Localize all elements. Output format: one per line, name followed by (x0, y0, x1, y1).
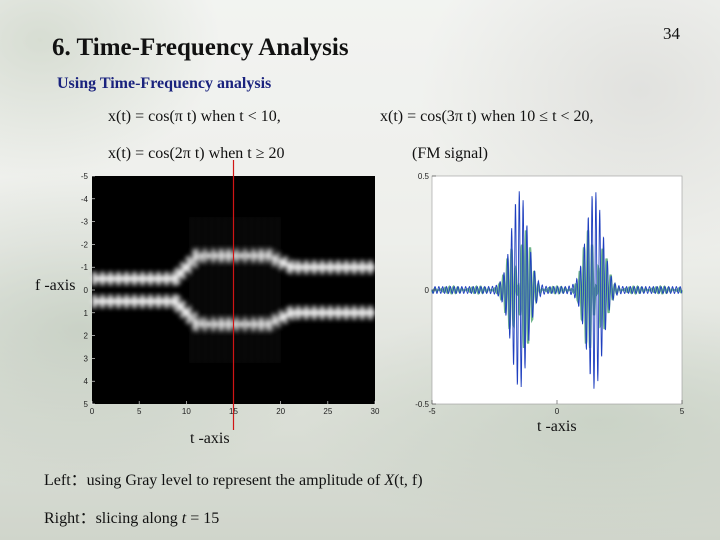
slide-title: 6. Time-Frequency Analysis (52, 34, 349, 61)
stripe (210, 217, 213, 363)
stripe (270, 217, 273, 363)
x-tick-label: 5 (680, 407, 685, 416)
x-tick-label: 0 (555, 407, 560, 416)
stripe (217, 217, 220, 363)
equation-2: x(t) = cos(3π t) when 10 ≤ t < 20, (380, 108, 594, 125)
stripe (237, 217, 240, 363)
y-tick-label: -4 (81, 195, 89, 204)
stripe (250, 217, 253, 363)
stripe (276, 217, 279, 363)
stripe (230, 217, 233, 363)
stripe (257, 217, 260, 363)
caption-left-text: Left：using Gray level to represent the a… (44, 472, 385, 489)
x-tick-label: 20 (276, 407, 285, 416)
x-tick-label: 25 (323, 407, 332, 416)
signal-imag-part (431, 191, 683, 389)
y-tick-label: 5 (84, 400, 89, 409)
caption-right-t: t (181, 510, 187, 527)
slide-subtitle: Using Time-Frequency analysis (57, 75, 272, 92)
caption-left-args: (t, f) (394, 472, 423, 489)
caption-right-text: Right：slicing along (44, 510, 182, 527)
stripe (197, 217, 200, 363)
equation-3: x(t) = cos(2π t) when t ≥ 20 (108, 145, 285, 162)
stripe (204, 217, 207, 363)
stripe (191, 217, 194, 363)
caption-left-X: X (384, 472, 395, 489)
x-tick-label: 15 (229, 407, 238, 416)
stripe (224, 217, 227, 363)
y-tick-label: -3 (81, 218, 89, 227)
x-tick-label: -5 (428, 407, 436, 416)
y-tick-label: -0.5 (415, 400, 429, 409)
y-tick-label: 4 (84, 377, 89, 386)
caption-right: Right：slicing along t = 15 (44, 504, 219, 528)
x-tick-label: 30 (371, 407, 380, 416)
equation-1: x(t) = cos(π t) when t < 10, (108, 108, 281, 125)
x-tick-label: 0 (90, 407, 95, 416)
x-tick-label: 5 (137, 407, 142, 416)
f-axis-label: f -axis (35, 277, 76, 294)
slice-plot: 0.5 0 -0.5-5 0 5 (415, 172, 685, 416)
caption-right-eq: = 15 (186, 510, 220, 527)
y-tick-label: 1 (84, 309, 89, 318)
fm-signal-note: (FM signal) (412, 145, 488, 162)
y-tick-label: 2 (84, 332, 89, 341)
y-tick-label: 3 (84, 354, 89, 363)
y-tick-label: 0 (425, 286, 430, 295)
page-number: 34 (663, 24, 680, 43)
y-tick-label: -5 (81, 172, 89, 181)
x-tick-label: 10 (182, 407, 191, 416)
stripe (243, 217, 246, 363)
y-tick-label: 0.5 (418, 172, 430, 181)
t-axis-label-left: t -axis (190, 430, 230, 447)
caption-left: Left：using Gray level to represent the a… (44, 466, 423, 490)
stripe (263, 217, 266, 363)
t-axis-label-right: t -axis (537, 418, 577, 435)
y-tick-label: -1 (81, 263, 89, 272)
y-tick-label: 0 (84, 286, 89, 295)
y-tick-label: -2 (81, 240, 89, 249)
